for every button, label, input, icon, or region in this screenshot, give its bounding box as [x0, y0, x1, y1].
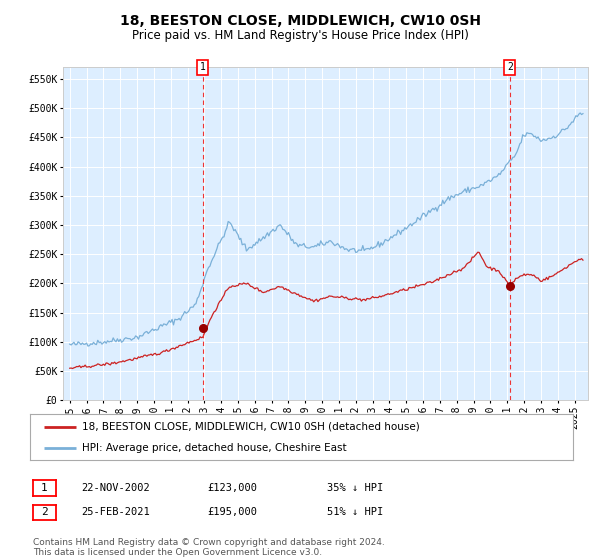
Text: £123,000: £123,000 — [207, 483, 257, 493]
Text: 35% ↓ HPI: 35% ↓ HPI — [327, 483, 383, 493]
Text: 25-FEB-2021: 25-FEB-2021 — [81, 507, 150, 517]
Text: 2: 2 — [507, 62, 512, 72]
Text: HPI: Average price, detached house, Cheshire East: HPI: Average price, detached house, Ches… — [82, 443, 346, 453]
Text: 1: 1 — [41, 483, 48, 493]
Text: Contains HM Land Registry data © Crown copyright and database right 2024.
This d: Contains HM Land Registry data © Crown c… — [33, 538, 385, 557]
Text: 18, BEESTON CLOSE, MIDDLEWICH, CW10 0SH (detached house): 18, BEESTON CLOSE, MIDDLEWICH, CW10 0SH … — [82, 422, 419, 432]
Text: Price paid vs. HM Land Registry's House Price Index (HPI): Price paid vs. HM Land Registry's House … — [131, 29, 469, 42]
Text: 51% ↓ HPI: 51% ↓ HPI — [327, 507, 383, 517]
Text: 22-NOV-2002: 22-NOV-2002 — [81, 483, 150, 493]
Text: 18, BEESTON CLOSE, MIDDLEWICH, CW10 0SH: 18, BEESTON CLOSE, MIDDLEWICH, CW10 0SH — [119, 14, 481, 28]
Text: 1: 1 — [200, 62, 206, 72]
Text: 2: 2 — [41, 507, 48, 517]
Text: £195,000: £195,000 — [207, 507, 257, 517]
